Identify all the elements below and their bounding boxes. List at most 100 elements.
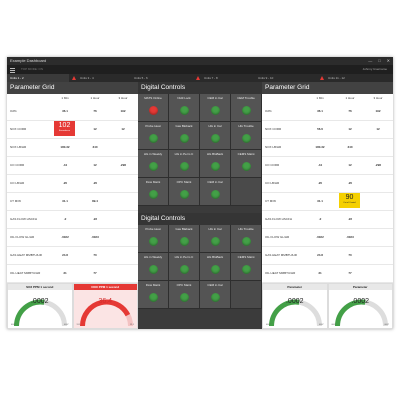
cell-value: .2	[318, 217, 322, 221]
control-label: Flow Maint	[145, 283, 161, 287]
control-cell[interactable]: HG in Weekly	[138, 253, 169, 281]
cell-value: .44	[317, 163, 323, 167]
cell-value: 31	[318, 271, 322, 275]
status-led-green-icon	[149, 162, 158, 171]
maximize-button[interactable]: □	[378, 58, 381, 63]
control-cell[interactable]: HG in Perm C	[169, 253, 200, 281]
control-cell[interactable]: HG in Cal	[200, 225, 231, 253]
row-label: GAS FLOW HSCFH	[10, 217, 38, 221]
table-row: GAS FLOW HSCFH .2 .22	[262, 210, 393, 229]
row-label: NOX CORR	[10, 127, 27, 131]
cell-value: 31	[63, 271, 67, 275]
control-cell[interactable]: HG Trouble	[231, 225, 262, 253]
grid-column-headers: 1 Min 1 Hour 3 Hour	[262, 94, 393, 102]
cell-value: .44	[62, 163, 68, 167]
control-cell[interactable]: Gas Blaback	[169, 225, 200, 253]
control-cell[interactable]: CEMS Maint	[231, 150, 262, 178]
control-label: CEM in Cal	[207, 96, 223, 100]
gauge-title: Parameter	[328, 284, 392, 290]
tab-units-1[interactable]: Units 1 - 2	[7, 74, 69, 82]
control-label: HG in Weekly	[143, 255, 163, 259]
cell-value: .298	[375, 163, 381, 167]
user-name[interactable]: Johnny Username	[362, 67, 387, 71]
tab-units-3[interactable]: Units 5 - 6	[131, 74, 193, 82]
right-grid-title: Parameter Grid	[262, 82, 393, 94]
control-cell[interactable]: CEM in Cal	[200, 94, 231, 122]
control-cell[interactable]: Probe Heat	[138, 225, 169, 253]
control-cell[interactable]: Probe Heat	[138, 122, 169, 150]
gauge-title: NOX PPM 1 second	[73, 284, 137, 290]
control-cell[interactable]: OPC Maint	[169, 281, 200, 309]
cell-value: 56.6	[317, 127, 323, 131]
control-cell[interactable]: MATS Online	[138, 94, 169, 122]
cell-value: .22	[347, 217, 353, 221]
close-button[interactable]: ✕	[386, 58, 390, 63]
control-cell[interactable]: NH3 Lock	[169, 94, 200, 122]
cell-value: .20	[317, 181, 323, 185]
tab-label: Units 1 - 2	[10, 76, 24, 80]
row-label: NOX CORR	[265, 127, 282, 131]
cell-value: .20	[347, 181, 353, 185]
control-label: CEMS Maint	[237, 255, 255, 259]
status-led-green-icon	[180, 293, 189, 302]
control-cell[interactable]: Gas Bloback	[169, 122, 200, 150]
control-cell[interactable]: HG BloBack	[200, 253, 231, 281]
control-cell[interactable]: CEMS Maint	[231, 253, 262, 281]
gauge: NOX PPM 1 second 36.4 31.1 31.1	[72, 283, 138, 329]
table-row: CO LB/HR .20 .20	[262, 174, 393, 193]
highlighted-value-cell[interactable]: 90 Out of Control	[339, 193, 360, 208]
tab-label: Units 3 - 4	[80, 76, 94, 80]
tab-units-2[interactable]: Units 3 - 4	[69, 74, 131, 82]
control-cell[interactable]: HG in Weekly	[138, 150, 169, 178]
cell-value: 77	[93, 271, 97, 275]
control-cell[interactable]: HG in Perm C	[169, 150, 200, 178]
control-cell[interactable]: CEM Trouble	[231, 94, 262, 122]
status-led-green-icon	[180, 134, 189, 143]
gauge-max: 0007	[64, 324, 69, 326]
control-cell[interactable]: HG Trouble	[231, 122, 262, 150]
table-row: NOX LB/HR 180.32 340	[262, 138, 393, 157]
column-header: 1 Hour	[90, 96, 100, 100]
table-row: CT M/W 31.1 90 Out of Control	[262, 192, 393, 211]
gauge-arc-icon	[14, 299, 67, 327]
cell-value: 31.1	[62, 199, 68, 203]
status-led-green-icon	[211, 190, 220, 199]
control-cell[interactable]: HG BloBack	[200, 150, 231, 178]
tab-units-4[interactable]: Units 7 - 8	[193, 74, 255, 82]
row-label: O2%	[265, 109, 272, 113]
cell-value: 12	[93, 163, 97, 167]
tab-units-5[interactable]: Units 9 - 10	[255, 74, 317, 82]
gauge-max: 31.1	[130, 324, 134, 326]
control-label: CEM in Cal	[207, 283, 223, 287]
table-row: O2% 36.1 76 192	[7, 102, 138, 121]
hamburger-menu-icon[interactable]	[10, 68, 15, 73]
status-led-green-icon	[242, 134, 251, 143]
control-cell[interactable]: OPC Maint	[169, 178, 200, 206]
row-label: CO LB/HR	[265, 181, 280, 185]
cell-value: 76	[348, 109, 352, 113]
minimize-button[interactable]: —	[368, 58, 373, 63]
control-cell[interactable]: HG in Cal	[200, 122, 231, 150]
tab-units-6[interactable]: Units 11 - 12	[317, 74, 379, 82]
column-header: 1 Min	[61, 96, 69, 100]
highlighted-value: 102	[58, 121, 71, 129]
cell-value: 76	[93, 109, 97, 113]
control-cell[interactable]: CEM in Cal	[200, 178, 231, 206]
cell-value: 36.1	[317, 109, 323, 113]
cell-value: .20	[62, 181, 68, 185]
tab-label: Units 7 - 8	[204, 76, 218, 80]
control-cell[interactable]: Flow Maint	[138, 281, 169, 309]
status-led-green-icon	[180, 190, 189, 199]
column-header: 1 Min	[316, 96, 324, 100]
status-led-green-icon	[211, 265, 220, 274]
gauge-title: Parameter	[263, 284, 327, 290]
control-cell[interactable]: CEM in Cal	[200, 281, 231, 309]
window-title: Example Dashboard	[10, 58, 47, 63]
control-cell[interactable]: Flow Maint	[138, 178, 169, 206]
control-label: OPC Maint	[176, 283, 192, 287]
left-grid-title: Parameter Grid	[7, 82, 138, 94]
highlighted-value-cell[interactable]: 102 Exceedance	[54, 121, 75, 136]
tab-label: Units 5 - 6	[134, 76, 148, 80]
cell-value: .2	[63, 217, 67, 221]
status-led-green-icon	[180, 265, 189, 274]
